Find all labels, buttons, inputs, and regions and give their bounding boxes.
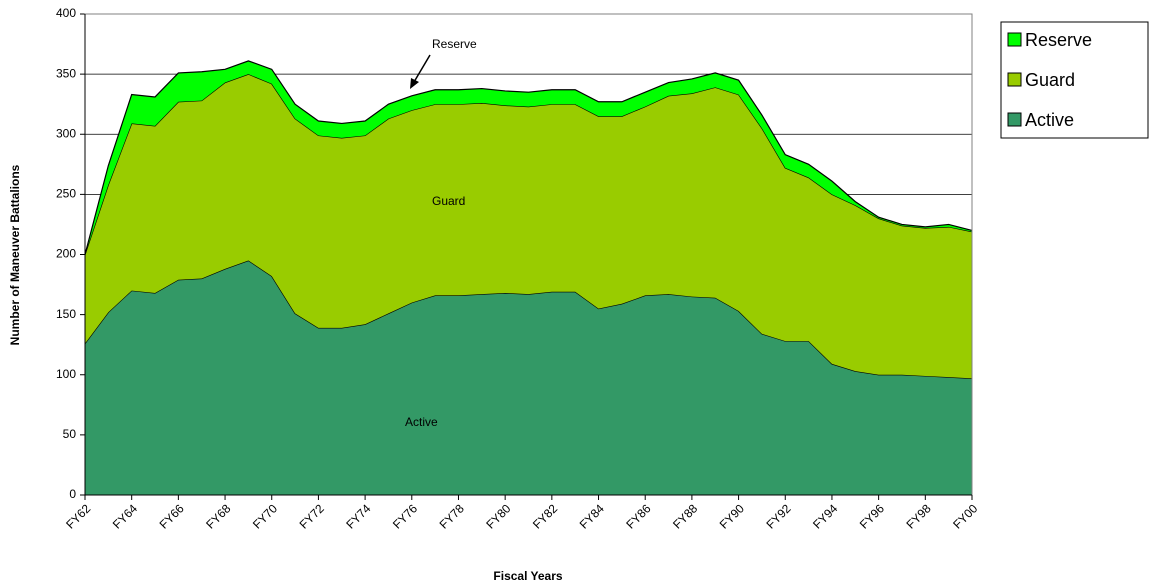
x-tick-label: FY92 (763, 501, 793, 531)
y-tick-label: 300 (56, 126, 76, 140)
y-tick-label: 0 (69, 487, 76, 501)
x-tick-label: FY80 (483, 501, 513, 531)
x-tick-label: FY68 (203, 501, 233, 531)
legend-label: Reserve (1025, 30, 1092, 50)
x-tick-label: FY00 (950, 501, 980, 531)
annotation: Reserve (432, 37, 477, 51)
x-tick-label: FY84 (577, 501, 607, 531)
annotation: Guard (432, 194, 465, 208)
legend-swatch (1007, 112, 1022, 127)
legend-label: Active (1025, 110, 1074, 130)
legend-swatch (1007, 72, 1022, 87)
x-tick-label: FY88 (670, 501, 700, 531)
legend-label: Guard (1025, 70, 1075, 90)
y-tick-label: 100 (56, 367, 76, 381)
x-tick-label: FY70 (250, 501, 280, 531)
x-tick-label: FY76 (390, 501, 420, 531)
x-tick-label: FY64 (110, 501, 140, 531)
x-tick-label: FY78 (437, 501, 467, 531)
legend: Reserve Guard Active (1007, 30, 1092, 130)
x-tick-label: FY94 (810, 501, 840, 531)
x-tick-label: FY62 (63, 501, 93, 531)
y-tick-label: 350 (56, 66, 76, 80)
y-tick-label: 250 (56, 187, 76, 201)
y-tick-label: 150 (56, 307, 76, 321)
x-tick-label: FY96 (857, 501, 887, 531)
x-tick-label: FY82 (530, 501, 560, 531)
area (85, 74, 972, 379)
y-tick-label: 400 (56, 6, 76, 20)
annotation-arrow (413, 54, 431, 83)
x-tick-label: FY66 (157, 501, 187, 531)
annotation: Active (405, 415, 438, 429)
x-axis-title: Fiscal Years (493, 569, 562, 583)
annotation-arrowhead (410, 78, 419, 89)
plot-area (84, 13, 973, 496)
x-tick-label: FY90 (717, 501, 747, 531)
legend-box (1000, 21, 1149, 139)
x-tick-label: FY74 (343, 501, 373, 531)
x-tick-label: FY98 (903, 501, 933, 531)
y-tick-label: 200 (56, 247, 76, 261)
legend-swatch (1007, 32, 1022, 47)
x-tick-label: FY72 (297, 501, 327, 531)
area (85, 260, 972, 495)
y-tick-label: 50 (63, 427, 77, 441)
y-axis-title: Number of Maneuver Battalions (8, 164, 22, 345)
area-outline (84, 60, 973, 255)
x-tick-label: FY86 (623, 501, 653, 531)
area (85, 60, 972, 255)
